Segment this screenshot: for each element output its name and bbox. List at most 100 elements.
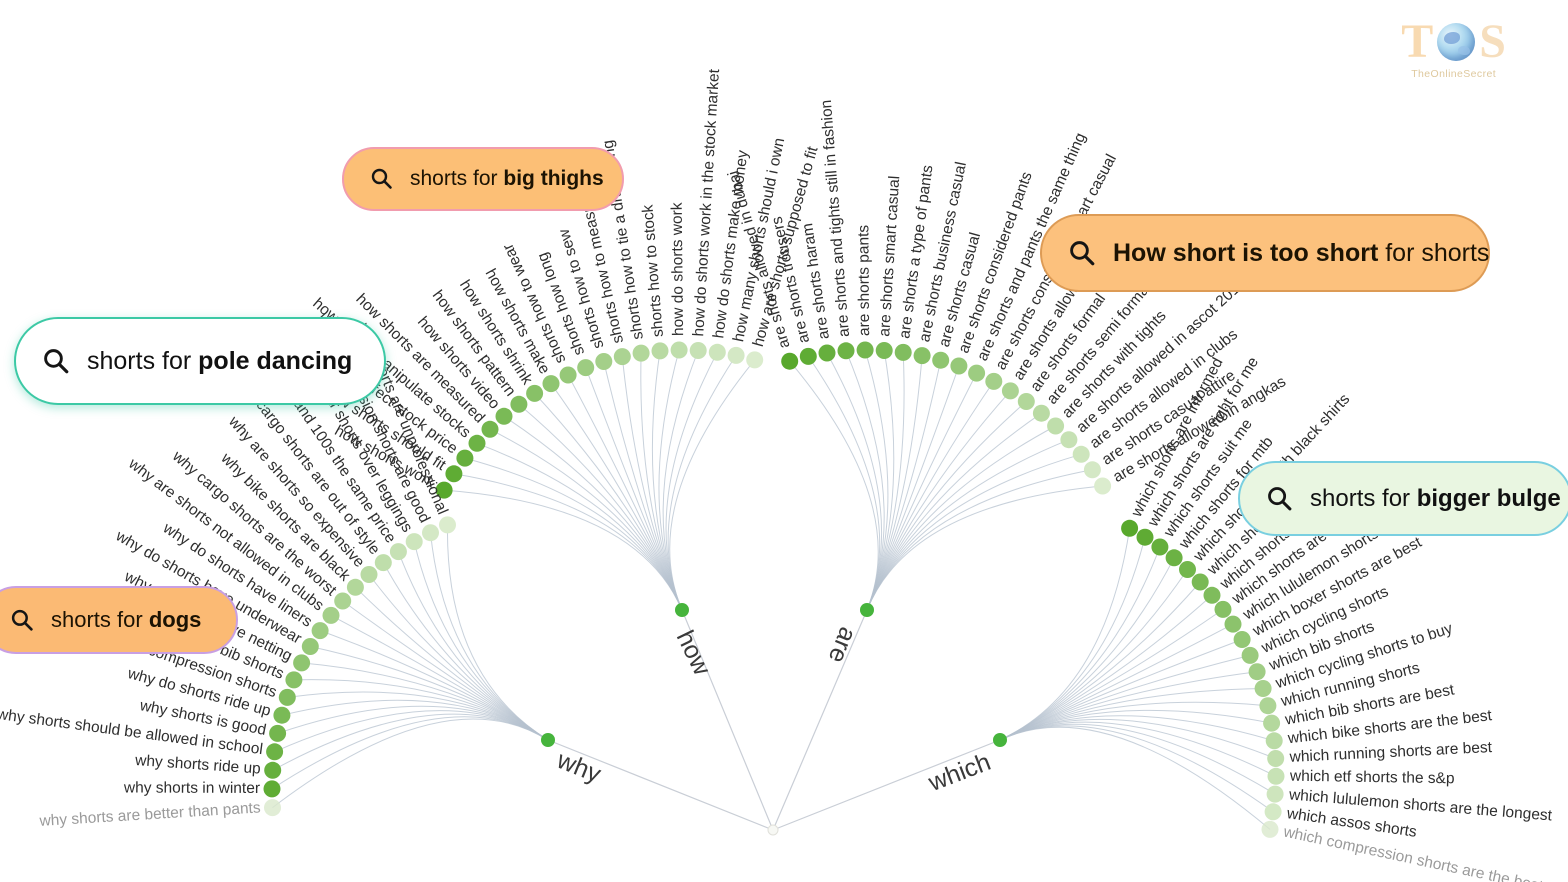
keyword-dot[interactable] [613, 348, 631, 366]
search-pill-how-short[interactable]: How short is too short for shorts [1040, 214, 1490, 292]
keyword-dot[interactable] [799, 347, 817, 365]
keyword-dot[interactable] [285, 671, 303, 689]
keyword-dot[interactable] [1047, 417, 1065, 435]
keyword-dot[interactable] [278, 688, 296, 706]
keyword-dot[interactable] [1264, 803, 1282, 821]
keyword-dot[interactable] [266, 743, 284, 761]
keyword-dot[interactable] [1121, 519, 1139, 537]
branch-hub-dot-why[interactable] [541, 733, 555, 747]
keyword-dot[interactable] [1259, 697, 1277, 715]
keyword-dot[interactable] [1203, 586, 1221, 604]
keyword-dot[interactable] [456, 449, 474, 467]
keyword-dot[interactable] [1151, 538, 1169, 556]
keyword-dot[interactable] [708, 343, 726, 361]
keyword-label[interactable]: why shorts in winter [123, 780, 260, 797]
keyword-dot[interactable] [595, 353, 613, 370]
keyword-dot[interactable] [875, 342, 893, 359]
keyword-dot[interactable] [346, 578, 364, 596]
keyword-dot[interactable] [985, 372, 1003, 390]
keyword-dot[interactable] [932, 351, 950, 369]
edge-line [999, 723, 1276, 795]
keyword-dot[interactable] [405, 533, 423, 551]
keyword-dot[interactable] [1094, 477, 1112, 495]
keyword-dot[interactable] [389, 543, 407, 561]
keyword-dot[interactable] [1263, 714, 1281, 732]
keyword-dot[interactable] [1017, 393, 1035, 410]
keyword-dot[interactable] [1001, 382, 1019, 400]
keyword-dot[interactable] [818, 344, 836, 362]
keyword-label[interactable]: why shorts are better than pants [38, 799, 261, 830]
keyword-dot[interactable] [1266, 785, 1284, 803]
search-pill-bigger-bulge[interactable]: shorts for bigger bulge [1238, 461, 1568, 536]
keyword-dot[interactable] [1254, 680, 1272, 697]
keyword-dot[interactable] [495, 407, 513, 425]
keyword-dot[interactable] [542, 375, 560, 393]
root-connector-line [547, 739, 774, 831]
keyword-dot[interactable] [264, 799, 281, 817]
keyword-dot[interactable] [273, 706, 291, 724]
keyword-dot[interactable] [1267, 750, 1285, 767]
keyword-dot[interactable] [1214, 600, 1232, 618]
keyword-dot[interactable] [264, 761, 282, 779]
keyword-dot[interactable] [269, 724, 287, 742]
keyword-dot[interactable] [422, 524, 439, 542]
edge-line [665, 352, 718, 611]
keyword-dot[interactable] [1267, 767, 1285, 785]
keyword-dot[interactable] [360, 566, 378, 583]
keyword-dot[interactable] [322, 606, 340, 624]
keyword-dot[interactable] [913, 347, 931, 365]
keyword-dot[interactable] [526, 384, 544, 402]
keyword-dot[interactable] [968, 364, 986, 382]
keyword-dot[interactable] [1060, 431, 1078, 449]
keyword-dot[interactable] [1032, 404, 1050, 422]
keyword-dot[interactable] [293, 654, 311, 672]
keyword-dot[interactable] [1261, 820, 1279, 838]
keyword-dot[interactable] [1265, 732, 1283, 750]
keyword-dot[interactable] [632, 344, 650, 362]
keyword-dot[interactable] [435, 481, 453, 499]
keyword-label[interactable]: how do shorts work [669, 202, 687, 336]
keyword-dot[interactable] [1083, 461, 1101, 479]
branch-hub-dot-which[interactable] [993, 733, 1007, 747]
keyword-dot[interactable] [1233, 631, 1251, 648]
keyword-dot[interactable] [1224, 615, 1242, 633]
keyword-label[interactable]: are shorts pants [855, 225, 873, 337]
keyword-dot[interactable] [445, 465, 463, 483]
keyword-dot[interactable] [334, 592, 352, 610]
keyword-dot[interactable] [263, 780, 281, 798]
keyword-dot[interactable] [856, 341, 874, 359]
keyword-dot[interactable] [481, 420, 499, 438]
keyword-dot[interactable] [894, 343, 912, 361]
keyword-dot[interactable] [510, 395, 528, 413]
keyword-dot[interactable] [439, 516, 456, 534]
keyword-dot[interactable] [577, 359, 595, 377]
keyword-dot[interactable] [837, 342, 855, 360]
keyword-dot[interactable] [950, 357, 968, 375]
keyword-dot[interactable] [1248, 663, 1266, 681]
keyword-dot[interactable] [727, 346, 745, 364]
keyword-dot[interactable] [1136, 528, 1154, 546]
keyword-label[interactable]: which etf shorts the s&p [1289, 768, 1455, 788]
keyword-dot[interactable] [1179, 561, 1196, 578]
keyword-dot[interactable] [781, 352, 799, 370]
keyword-dot[interactable] [689, 342, 707, 359]
keyword-label[interactable]: why shorts ride up [134, 752, 262, 778]
branch-hub-dot-how[interactable] [675, 603, 689, 617]
branch-hub-dot-are[interactable] [860, 603, 874, 617]
keyword-dot[interactable] [746, 351, 764, 369]
keyword-dot[interactable] [1241, 646, 1259, 664]
keyword-dot[interactable] [1072, 445, 1090, 463]
keyword-dot[interactable] [1165, 549, 1183, 567]
keyword-dot[interactable] [1191, 573, 1209, 591]
keyword-dot[interactable] [374, 554, 392, 572]
keyword-dot[interactable] [311, 622, 329, 640]
search-pill-pole-dancing[interactable]: shorts for pole dancing [14, 317, 386, 405]
keyword-dot[interactable] [301, 638, 319, 655]
keyword-dot[interactable] [670, 341, 688, 359]
search-pill-dogs[interactable]: shorts for dogs [0, 586, 238, 654]
edge-line [669, 359, 756, 611]
search-pill-big-thighs[interactable]: shorts for big thighs [342, 147, 624, 211]
keyword-dot[interactable] [559, 366, 577, 384]
keyword-dot[interactable] [468, 434, 486, 452]
keyword-dot[interactable] [651, 342, 669, 360]
